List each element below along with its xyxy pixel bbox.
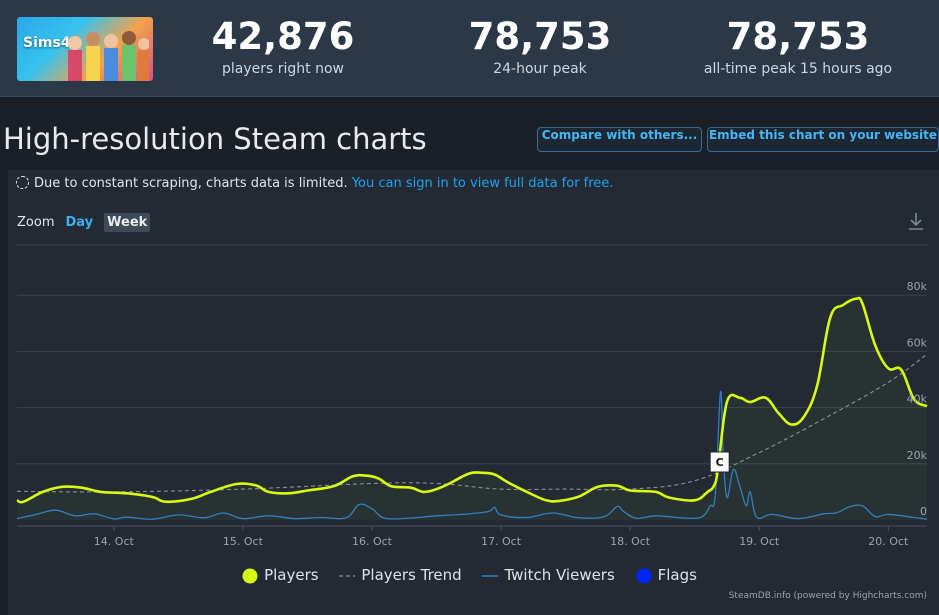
trend-legend-marker — [339, 574, 356, 577]
chart-panel — [8, 170, 939, 615]
24h-peak-value: 78,753 — [468, 15, 612, 58]
x-tick-label: 17. Oct — [481, 535, 522, 548]
twitch-viewers-line — [16, 390, 928, 520]
x-tick-label: 14. Oct — [94, 535, 135, 548]
sign-in-link[interactable]: You can sign in to view full data for fr… — [351, 176, 614, 191]
characters-illustration — [68, 31, 149, 81]
y-tick-label: 80k — [907, 280, 928, 293]
chart-credit[interactable]: SteamDB.info (powered by Highcharts.com) — [728, 591, 927, 601]
flag-marker-label: C — [716, 456, 724, 469]
game-artwork[interactable]: Sims4 — [17, 17, 153, 81]
notice-text: Due to constant scraping, charts data is… — [34, 176, 348, 191]
data-limit-notice: Due to constant scraping, charts data is… — [16, 176, 613, 191]
loading-spinner-icon — [16, 176, 29, 189]
x-tick-label: 19. Oct — [739, 535, 780, 548]
x-tick-label: 20. Oct — [868, 535, 909, 548]
zoom-label: Zoom — [17, 215, 55, 230]
players-legend-marker — [242, 568, 258, 583]
twitch-legend-marker — [482, 574, 499, 577]
y-tick-label: 60k — [907, 336, 928, 349]
legend-twitch-viewers[interactable]: Twitch Viewers — [482, 566, 615, 584]
current-players-value: 42,876 — [211, 15, 355, 58]
y-tick-label: 40k — [907, 393, 928, 406]
zoom-day-button[interactable]: Day — [65, 215, 94, 230]
stat-24h-peak: 78,753 24-hour peak — [420, 15, 660, 78]
y-tick-label: 0 — [920, 505, 927, 518]
legend-players-label: Players — [264, 566, 319, 584]
legend-trend-label: Players Trend — [361, 566, 462, 584]
flag-marker — [709, 451, 730, 473]
legend-players-trend[interactable]: Players Trend — [339, 566, 462, 584]
chart-legend: Players Players Trend Twitch Viewers Fla… — [0, 566, 939, 584]
x-tick-label: 18. Oct — [610, 535, 651, 548]
flags-legend-marker — [636, 568, 652, 583]
stat-current-players: 42,876 players right now — [163, 15, 403, 78]
stat-all-time-peak: 78,753 all-time peak 15 hours ago — [678, 15, 918, 78]
compare-button[interactable]: Compare with others... — [537, 127, 702, 152]
players-line — [16, 296, 928, 504]
legend-flags[interactable]: Flags — [636, 566, 697, 584]
current-players-label: players right now — [222, 61, 344, 77]
stats-header: Sims4 42,876 players right now 78,753 24… — [0, 0, 939, 97]
zoom-week-button[interactable]: Week — [104, 213, 151, 232]
x-tick-label: 15. Oct — [223, 535, 264, 548]
zoom-controls: Zoom Day Week — [17, 213, 151, 232]
legend-twitch-label: Twitch Viewers — [504, 566, 615, 584]
24h-peak-label: 24-hour peak — [493, 61, 587, 77]
all-time-peak-value: 78,753 — [726, 15, 870, 58]
players-area — [17, 297, 927, 520]
all-time-peak-label: all-time peak 15 hours ago — [703, 61, 893, 77]
download-icon[interactable] — [905, 210, 927, 232]
y-tick-label: 20k — [907, 449, 928, 462]
embed-chart-button[interactable]: Embed this chart on your website — [707, 127, 939, 152]
page-title: High-resolution Steam charts — [3, 122, 427, 156]
game-logo: Sims4 — [23, 35, 71, 51]
legend-flags-label: Flags — [657, 566, 697, 584]
x-tick-label: 16. Oct — [352, 535, 393, 548]
legend-players[interactable]: Players — [242, 566, 319, 584]
